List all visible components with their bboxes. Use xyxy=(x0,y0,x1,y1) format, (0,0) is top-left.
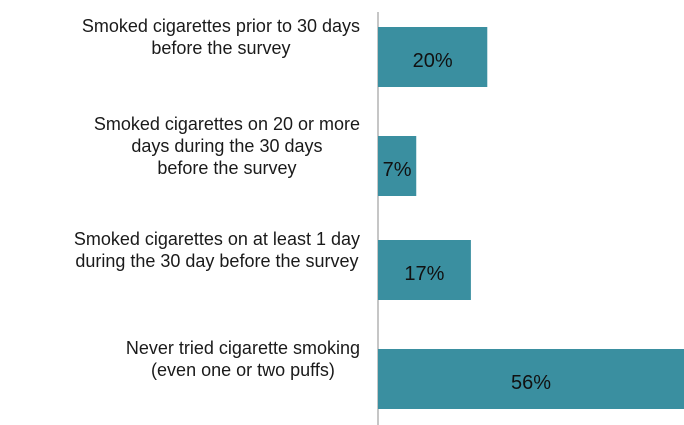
data-label-4: 56% xyxy=(511,372,551,394)
category-label-2-line-3: before the survey xyxy=(157,158,296,178)
data-label-1: 20% xyxy=(413,50,453,72)
category-label-2-line-1: Smoked cigarettes on 20 or more xyxy=(94,114,360,134)
data-label-3: 17% xyxy=(404,263,444,285)
data-label-2: 7% xyxy=(383,159,412,181)
bar-1 xyxy=(378,27,488,87)
category-label-1-line-2: before the survey xyxy=(151,38,290,58)
bar-2 xyxy=(378,136,417,196)
category-label-1-line-1: Smoked cigarettes prior to 30 days xyxy=(82,16,360,36)
category-label-3-line-1: Smoked cigarettes on at least 1 day xyxy=(74,229,360,249)
bar-4 xyxy=(378,349,684,409)
category-label-4-line-2: (even one or two puffs) xyxy=(151,360,335,380)
category-label-2: Smoked cigarettes on 20 or more days duri… xyxy=(94,114,360,178)
category-label-4: Never tried cigarette smoking (even one o… xyxy=(126,338,360,380)
category-label-3: Smoked cigarettes on at least 1 day durin… xyxy=(74,229,360,271)
bar-3 xyxy=(378,240,471,300)
category-label-3-line-2: during the 30 day before the survey xyxy=(75,251,358,271)
category-labels-group: Smoked cigarettes prior to 30 days before… xyxy=(74,16,360,380)
category-label-2-line-2: days during the 30 days xyxy=(131,136,322,156)
category-label-4-line-1: Never tried cigarette smoking xyxy=(126,338,360,358)
category-label-1: Smoked cigarettes prior to 30 days before… xyxy=(82,16,360,58)
bars-group: 20% 7% 17% 56% xyxy=(378,27,684,409)
